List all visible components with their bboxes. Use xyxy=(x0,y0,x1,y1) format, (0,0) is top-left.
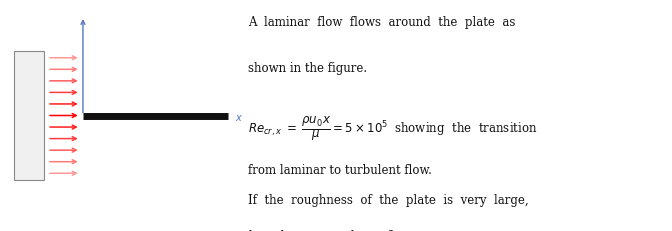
Text: $\mathit{Re}_{cr,x}$$\;=\;\dfrac{\rho u_0 x}{\mu}$$=5\times10^5$$\;$ showing  th: $\mathit{Re}_{cr,x}$$\;=\;\dfrac{\rho u_… xyxy=(248,116,538,143)
Text: shown in the figure.: shown in the figure. xyxy=(248,62,368,75)
Text: A  laminar  flow  flows  around  the  plate  as: A laminar flow flows around the plate as xyxy=(248,16,515,29)
Text: If  the  roughness  of  the  plate  is  very  large,: If the roughness of the plate is very la… xyxy=(248,194,529,207)
Text: from laminar to turbulent flow.: from laminar to turbulent flow. xyxy=(248,164,432,177)
Text: how does $\mathit{Re}_{cr,x}$ change?: how does $\mathit{Re}_{cr,x}$ change? xyxy=(248,229,395,231)
Bar xyxy=(13,51,44,180)
Text: x: x xyxy=(235,113,241,123)
